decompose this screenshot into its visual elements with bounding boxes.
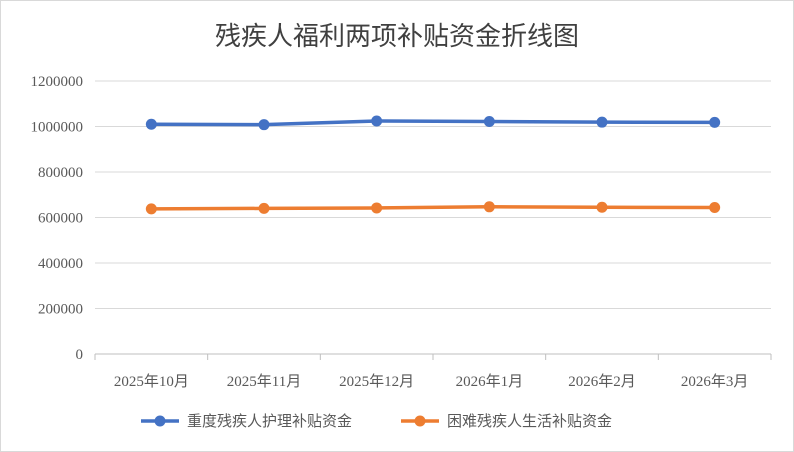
y-tick-label: 1000000 (31, 120, 84, 136)
legend-swatch-marker (154, 415, 166, 427)
legend-label: 困难残疾人生活补贴资金 (447, 412, 612, 430)
series-line-1 (149, 119, 717, 127)
series-1-point (371, 115, 383, 127)
y-tick-label: 600000 (38, 211, 83, 227)
y-tick-label: 0 (76, 347, 84, 363)
legend[interactable]: 重度残疾人护理补贴资金 困难残疾人生活补贴资金 (141, 412, 612, 430)
y-tick-label: 200000 (38, 302, 83, 318)
x-tick-label: 2025年12月 (339, 373, 414, 390)
series-1-point (709, 116, 721, 128)
series-2-point (596, 201, 608, 213)
chart-title: 残疾人福利两项补贴资金折线图 (215, 22, 579, 52)
series-group (145, 115, 721, 215)
x-tick-label: 2025年10月 (114, 373, 189, 390)
series-2-point (145, 203, 157, 215)
gridlines (95, 80, 771, 309)
y-tick-label: 400000 (38, 256, 83, 272)
x-tick-label: 2026年1月 (456, 373, 524, 390)
series-2-point (483, 201, 495, 213)
x-tick-label: 2025年11月 (227, 373, 301, 390)
series-2-point (709, 201, 721, 213)
x-axis: 2025年10月 2025年11月 2025年12月 2026年1月 2026年2月 20… (94, 353, 772, 390)
y-tick-label: 800000 (38, 165, 83, 181)
y-tick-label: 1200000 (31, 74, 84, 90)
series-1-point (596, 116, 608, 128)
series-1-point (145, 118, 157, 130)
series-2-point (371, 202, 383, 214)
series-2-point (258, 202, 270, 214)
x-tick-label: 2026年2月 (568, 373, 636, 390)
legend-label: 重度残疾人护理补贴资金 (187, 412, 352, 430)
series-1-point (258, 119, 270, 131)
x-tick-label: 2026年3月 (681, 373, 749, 390)
y-axis-ticks: 0 200000 400000 600000 800000 1000000 1200000 (31, 74, 84, 363)
legend-swatch-marker (414, 415, 426, 427)
series-1-point (483, 115, 495, 127)
series-line-2 (149, 205, 717, 211)
